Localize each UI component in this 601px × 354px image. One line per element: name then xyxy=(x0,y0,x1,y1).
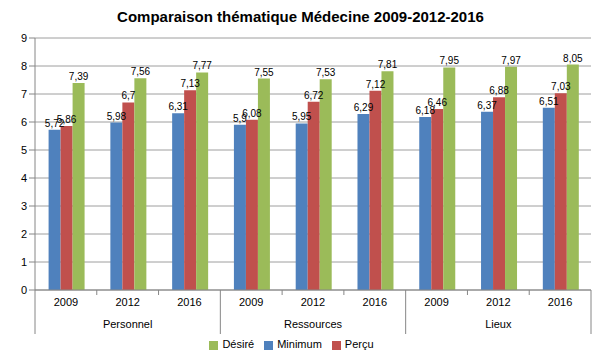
svg-text:2016: 2016 xyxy=(177,296,201,308)
svg-text:7,81: 7,81 xyxy=(378,59,398,70)
svg-text:7,53: 7,53 xyxy=(316,67,336,78)
svg-text:6,29: 6,29 xyxy=(354,102,374,113)
svg-text:8,05: 8,05 xyxy=(563,53,583,64)
svg-text:5,95: 5,95 xyxy=(292,111,312,122)
svg-text:7: 7 xyxy=(21,88,27,100)
html-text:Minimum: Minimum xyxy=(277,338,322,350)
svg-text:2016: 2016 xyxy=(548,296,572,308)
svg-text:6,51: 6,51 xyxy=(539,96,559,107)
svg-text:2016: 2016 xyxy=(363,296,387,308)
svg-text:Lieux: Lieux xyxy=(485,318,512,330)
svg-text:3: 3 xyxy=(21,200,27,212)
svg-text:6: 6 xyxy=(21,116,27,128)
svg-text:5,86: 5,86 xyxy=(57,114,77,125)
svg-text:7,97: 7,97 xyxy=(501,55,521,66)
svg-text:5,72: 5,72 xyxy=(44,117,65,129)
svg-text:9: 9 xyxy=(21,32,27,44)
svg-text:7,39: 7,39 xyxy=(69,71,89,82)
html-text:Comparaison thématique Médecin: Comparaison thématique Médecine 2009-201… xyxy=(117,8,484,25)
svg-text:4: 4 xyxy=(21,172,27,184)
svg-text:7,77: 7,77 xyxy=(192,60,212,71)
svg-text:2012: 2012 xyxy=(486,296,510,308)
svg-text:2012: 2012 xyxy=(115,296,139,308)
svg-text:Ressources: Ressources xyxy=(284,318,343,330)
svg-text:2009: 2009 xyxy=(239,296,263,308)
svg-text:5: 5 xyxy=(21,144,27,156)
svg-text:2009: 2009 xyxy=(424,296,448,308)
svg-text:6,88: 6,88 xyxy=(489,85,509,96)
svg-text:2009: 2009 xyxy=(54,296,78,308)
svg-text:6,7: 6,7 xyxy=(121,90,135,101)
svg-text:6,08: 6,08 xyxy=(242,108,262,119)
svg-text:Personnel: Personnel xyxy=(103,318,153,330)
svg-text:6,37: 6,37 xyxy=(477,100,497,111)
svg-text:7,03: 7,03 xyxy=(551,81,571,92)
html-text:Désiré: Désiré xyxy=(222,338,255,350)
svg-text:8: 8 xyxy=(21,60,27,72)
svg-text:7,13: 7,13 xyxy=(180,78,200,89)
svg-text:7,12: 7,12 xyxy=(366,79,386,90)
svg-text:7,55: 7,55 xyxy=(254,67,274,78)
svg-text:6,46: 6,46 xyxy=(428,97,448,108)
svg-text:7,56: 7,56 xyxy=(131,66,151,77)
svg-text:1: 1 xyxy=(21,256,27,268)
svg-text:6,72: 6,72 xyxy=(304,90,324,101)
svg-text:6,18: 6,18 xyxy=(415,105,435,116)
svg-text:0: 0 xyxy=(21,284,27,296)
svg-text:5,9: 5,9 xyxy=(233,112,247,124)
svg-text:7,95: 7,95 xyxy=(440,55,460,66)
svg-text:5,98: 5,98 xyxy=(107,111,127,122)
svg-text:2012: 2012 xyxy=(301,296,325,308)
svg-text:2: 2 xyxy=(21,228,27,240)
html-text:Perçu: Perçu xyxy=(344,338,374,350)
svg-text:6,31: 6,31 xyxy=(168,101,188,112)
